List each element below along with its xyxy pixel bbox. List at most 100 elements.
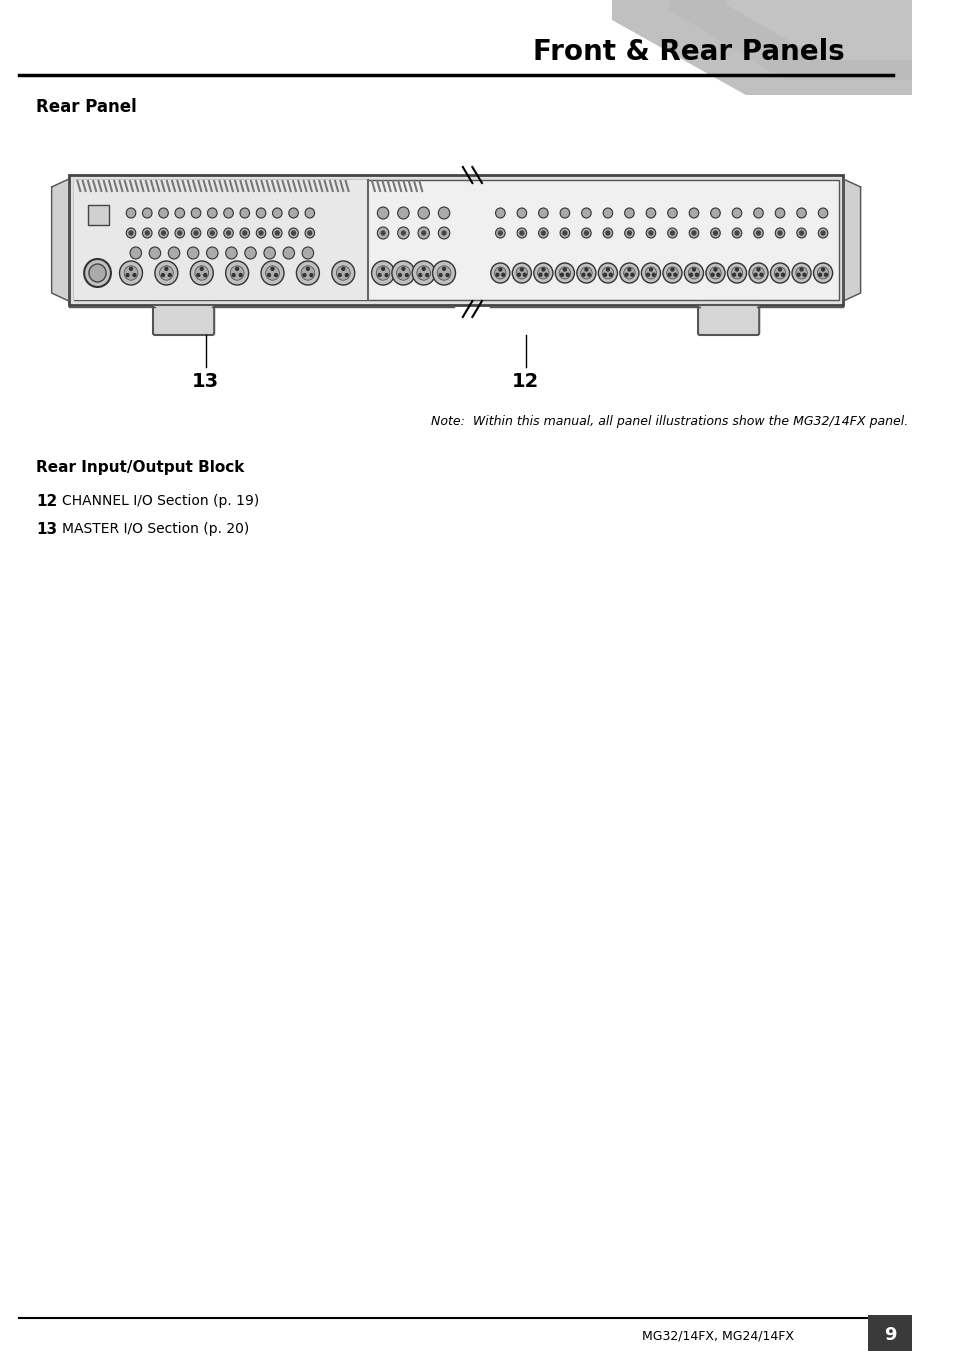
Circle shape — [501, 273, 504, 276]
Circle shape — [823, 273, 826, 276]
Circle shape — [538, 208, 548, 218]
Circle shape — [627, 267, 630, 272]
Circle shape — [264, 247, 275, 259]
Circle shape — [732, 273, 735, 276]
Circle shape — [727, 263, 746, 282]
Circle shape — [645, 208, 655, 218]
Circle shape — [273, 208, 282, 218]
Circle shape — [517, 273, 519, 276]
Circle shape — [437, 207, 449, 219]
Circle shape — [710, 208, 720, 218]
Circle shape — [174, 228, 184, 238]
Circle shape — [142, 228, 152, 238]
Circle shape — [168, 247, 179, 259]
Circle shape — [516, 267, 527, 280]
Circle shape — [142, 208, 152, 218]
Circle shape — [695, 273, 698, 276]
Circle shape — [149, 247, 160, 259]
Circle shape — [796, 228, 805, 238]
Circle shape — [598, 263, 617, 282]
Circle shape — [797, 273, 800, 276]
Circle shape — [84, 259, 111, 286]
Circle shape — [781, 273, 783, 276]
Circle shape — [563, 267, 566, 272]
Circle shape — [709, 267, 720, 280]
Bar — [73, 180, 368, 300]
Circle shape — [670, 267, 673, 272]
Circle shape — [756, 231, 760, 235]
Circle shape — [283, 247, 294, 259]
Text: Rear Panel: Rear Panel — [36, 99, 137, 116]
Circle shape — [560, 273, 563, 276]
Circle shape — [193, 231, 197, 235]
Circle shape — [338, 274, 341, 277]
Circle shape — [770, 263, 789, 282]
Circle shape — [432, 261, 455, 285]
Circle shape — [436, 266, 451, 280]
Circle shape — [345, 274, 348, 277]
Circle shape — [778, 267, 781, 272]
Circle shape — [274, 274, 277, 277]
Circle shape — [735, 231, 739, 235]
Circle shape — [211, 231, 214, 235]
Text: Rear Input/Output Block: Rear Input/Output Block — [36, 459, 245, 476]
Circle shape — [821, 267, 823, 272]
Circle shape — [619, 263, 639, 282]
Circle shape — [818, 228, 827, 238]
Circle shape — [129, 231, 132, 235]
Circle shape — [235, 267, 238, 270]
Circle shape — [687, 267, 699, 280]
Circle shape — [541, 267, 544, 272]
Circle shape — [688, 208, 698, 218]
Circle shape — [774, 267, 785, 280]
Circle shape — [417, 227, 429, 239]
Circle shape — [495, 208, 504, 218]
Circle shape — [717, 273, 720, 276]
Circle shape — [261, 261, 284, 285]
Circle shape — [392, 261, 415, 285]
Circle shape — [401, 267, 404, 270]
Circle shape — [498, 267, 501, 272]
Circle shape — [778, 231, 781, 235]
Circle shape — [648, 231, 652, 235]
Circle shape — [523, 273, 526, 276]
Polygon shape — [726, 0, 911, 59]
Circle shape — [124, 266, 138, 280]
Circle shape — [161, 274, 164, 277]
Circle shape — [692, 267, 695, 272]
Circle shape — [265, 266, 279, 280]
Text: 13: 13 — [192, 372, 219, 390]
Circle shape — [275, 231, 279, 235]
Bar — [88, 205, 109, 226]
Circle shape — [603, 273, 606, 276]
Circle shape — [732, 228, 741, 238]
Polygon shape — [611, 0, 911, 95]
Circle shape — [494, 267, 505, 280]
Circle shape — [584, 231, 588, 235]
Circle shape — [169, 274, 172, 277]
Circle shape — [813, 263, 832, 282]
Circle shape — [417, 207, 429, 219]
Circle shape — [645, 228, 655, 238]
FancyBboxPatch shape — [152, 305, 214, 335]
Text: 12: 12 — [512, 372, 539, 390]
Circle shape — [559, 228, 569, 238]
Circle shape — [623, 267, 635, 280]
Circle shape — [534, 263, 553, 282]
Circle shape — [649, 267, 652, 272]
Circle shape — [558, 267, 570, 280]
Circle shape — [302, 247, 314, 259]
Circle shape — [667, 208, 677, 218]
Circle shape — [753, 228, 762, 238]
Circle shape — [405, 274, 408, 277]
Circle shape — [796, 208, 805, 218]
Circle shape — [683, 263, 702, 282]
Circle shape — [126, 208, 135, 218]
Text: 9: 9 — [883, 1325, 896, 1344]
Circle shape — [289, 228, 298, 238]
Circle shape — [624, 228, 634, 238]
Circle shape — [802, 273, 805, 276]
Circle shape — [602, 228, 612, 238]
Circle shape — [397, 207, 409, 219]
Circle shape — [495, 228, 504, 238]
